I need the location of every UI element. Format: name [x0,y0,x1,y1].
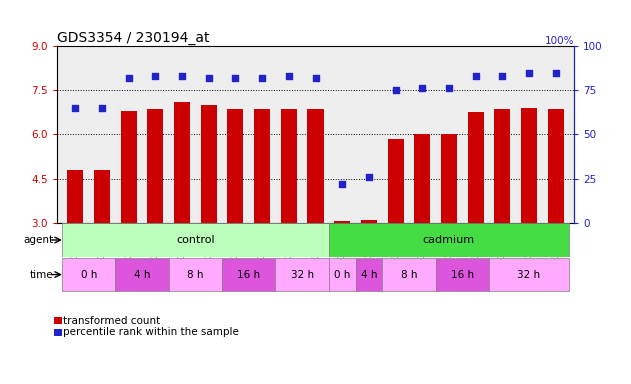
Point [310,75,321,81]
Point [524,70,534,76]
Text: GDS3354 / 230194_at: GDS3354 / 230194_at [57,31,209,45]
Text: control: control [176,235,215,245]
Bar [361,220,377,223]
Text: 100%: 100% [545,36,574,46]
Bar [355,258,382,291]
Point [550,70,560,76]
Bar [169,258,222,291]
Point [284,73,294,79]
Text: 0 h: 0 h [81,270,97,280]
Point [97,105,107,111]
Bar [276,258,329,291]
Bar [334,221,350,223]
Point [497,73,507,79]
Bar [468,112,483,223]
Text: cadmium: cadmium [423,235,475,245]
Bar [115,258,169,291]
Bar [329,223,569,257]
Bar [228,109,244,223]
Bar [494,109,510,223]
Bar [307,109,324,223]
Point [391,87,401,93]
Text: percentile rank within the sample: percentile rank within the sample [63,327,239,337]
Point [471,73,481,79]
Point [257,75,267,81]
Point [150,73,160,79]
Point [230,75,240,81]
Text: time: time [30,270,54,280]
Text: 16 h: 16 h [237,270,261,280]
Point [364,174,374,180]
Bar [489,258,569,291]
Bar [435,258,489,291]
Bar [62,258,115,291]
Bar [148,109,163,223]
Bar [521,108,537,223]
Text: 4 h: 4 h [360,270,377,280]
Bar [281,109,297,223]
Bar [387,139,403,223]
Text: transformed count: transformed count [63,316,160,326]
Bar [201,105,217,223]
Bar [68,170,83,223]
Point [444,85,454,91]
Point [417,85,427,91]
Text: 32 h: 32 h [291,270,314,280]
Point [337,181,347,187]
Text: 8 h: 8 h [401,270,417,280]
Bar [62,223,329,257]
Point [177,73,187,79]
Bar [414,134,430,223]
Bar [94,170,110,223]
Bar [174,102,190,223]
Bar [222,258,276,291]
Bar [548,109,563,223]
Text: 32 h: 32 h [517,270,540,280]
Bar [254,109,270,223]
Point [124,75,134,81]
Bar [441,134,457,223]
Text: 0 h: 0 h [334,270,350,280]
Text: 16 h: 16 h [451,270,474,280]
Bar [329,258,355,291]
Bar [121,111,137,223]
Point [71,105,81,111]
Point [204,75,214,81]
Text: 8 h: 8 h [187,270,204,280]
Text: 4 h: 4 h [134,270,150,280]
Bar [382,258,435,291]
Text: agent: agent [23,235,54,245]
